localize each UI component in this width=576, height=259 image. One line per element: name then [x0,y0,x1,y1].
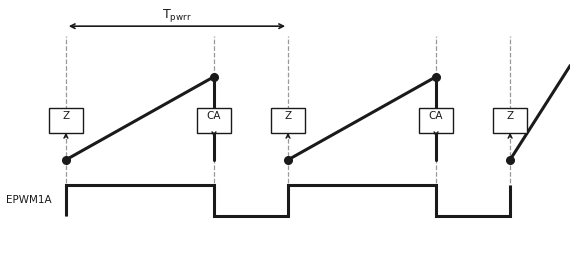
Text: CA: CA [207,111,221,121]
Text: EPWM1A: EPWM1A [6,195,51,205]
Text: Z: Z [285,111,291,121]
Text: Z: Z [62,111,70,121]
Bar [492,107,528,133]
Text: CA: CA [429,111,444,121]
Text: Z: Z [506,111,514,121]
Bar [271,107,305,133]
Text: T$_{\mathregular{pwrr}}$: T$_{\mathregular{pwrr}}$ [162,7,192,24]
Bar [196,107,232,133]
Bar [48,107,84,133]
Bar [419,107,453,133]
